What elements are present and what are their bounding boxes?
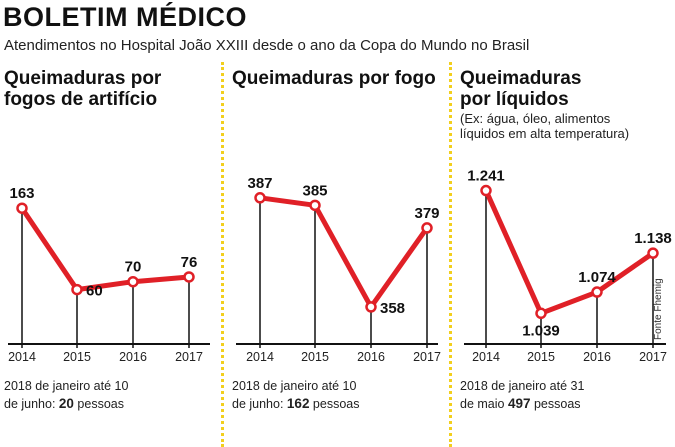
data-label: 76 [181,254,198,271]
tick-label: 2015 [301,350,329,364]
tick-label: 2016 [119,350,147,364]
data-point [591,286,603,298]
panel-divider-2 [449,62,452,447]
data-label: 1.138 [634,230,672,247]
tick-label: 2014 [246,350,274,364]
tick-label: 2015 [527,350,555,364]
tick-label: 2017 [639,350,667,364]
data-point [71,283,83,296]
tick-label: 2016 [357,350,385,364]
data-label: 1.039 [522,322,560,339]
footer-count: 497 [507,396,531,411]
footer-count: 162 [286,396,310,411]
data-point [183,271,195,283]
panel-title: Queimaduras por fogos de artifício [4,68,162,110]
series-line [19,205,192,293]
chart-fire: 387 385 358 379 2014 2015 2016 2017 [236,175,441,364]
data-label: 70 [125,259,142,276]
panel-footer: 2018 de janeiro até 10 de junho: 20 pess… [4,379,129,411]
data-point [309,199,321,212]
data-point [16,202,28,214]
data-point [535,307,547,320]
data-point [480,184,492,197]
page-subtitle: Atendimentos no Hospital João XXIII desd… [4,37,530,54]
panel-footer: 2018 de janeiro até 31 de maio 497 pesso… [460,379,585,411]
data-point [127,275,139,288]
panel-title: Queimaduras por fogo [232,68,436,89]
data-label: 358 [380,300,405,317]
panel-fireworks: Queimaduras por fogos de artifício 163 60… [0,62,218,447]
data-point [647,247,659,259]
data-label: 163 [9,185,34,202]
data-label: 385 [302,182,327,199]
page-title: BOLETIM MÉDICO [3,2,247,32]
panel-liquids: Queimaduras por líquidos (Ex: água, óleo… [456,62,675,447]
data-label: 60 [86,283,103,300]
tick-label: 2014 [8,350,36,364]
tick-label: 2016 [583,350,611,364]
chart-fireworks: 163 60 70 76 2014 2015 2016 2017 [8,185,210,364]
data-label: 1.074 [578,269,616,286]
tick-label: 2017 [413,350,441,364]
panel-title: Queimaduras por líquidos [460,68,582,110]
series-line [257,195,430,310]
data-point [365,301,377,313]
panel-note: (Ex: água, óleo, alimentos líquidos em a… [460,111,630,141]
panel-fire: Queimaduras por fogo 387 385 358 379 2014 201… [228,62,446,447]
data-label: 387 [247,175,272,192]
tick-label: 2015 [63,350,91,364]
panel-divider-1 [221,62,224,447]
footer-count: 20 [58,396,74,411]
data-label: 1.241 [467,168,505,185]
tick-label: 2014 [472,350,500,364]
source-credit: Fonte Fhemig [653,278,664,340]
data-label: 379 [414,205,439,222]
chart-liquids: 1.241 1.039 1.074 1.138 2014 2015 2016 2017 [464,168,672,364]
series-line [483,188,656,316]
data-point [421,222,433,234]
panel-footer: 2018 de janeiro até 10 de junho: 162 pes… [232,379,360,411]
data-point [254,192,266,204]
tick-label: 2017 [175,350,203,364]
